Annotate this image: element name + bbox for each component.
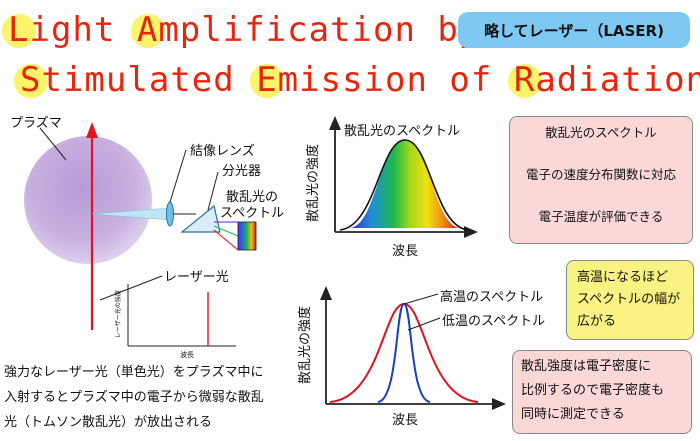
bottom-chart-ylabel: 散乱光の強度 (298, 305, 313, 384)
top-chart-xlabel: 波長 (392, 244, 419, 259)
flow-step-3: 電子温度が評価できる (538, 209, 664, 224)
laser-beam-arrowhead (86, 122, 98, 138)
laser-light-pointer (99, 275, 163, 301)
title-line-2: Stimulated Emission of Radiation (13, 60, 700, 100)
plasma-sphere (24, 136, 152, 264)
laser-light-label: レーザー光 (164, 270, 229, 285)
width-note-box: 高温になるほど スペクトルの幅が 広がる (566, 260, 694, 340)
low-curve-pointer (407, 317, 441, 331)
top-chart-title: 散乱光のスペクトル (344, 124, 461, 139)
description-line-2: 入射するとプラズマ中の電子から微弱な散乱 (4, 390, 264, 405)
laser-badge: 略してレーザー（LASER) (458, 12, 690, 48)
mini-chart-ylabel: レーザー光の強度 (115, 290, 122, 338)
lens-label: 結像レンズ (190, 144, 255, 159)
title-word-radiation: adiation (535, 60, 700, 100)
density-note-line-3: 同時に測定できる (521, 407, 625, 422)
top-chart-spectrum-fill (350, 140, 460, 228)
width-note-line-2: スペクトルの幅が (577, 292, 681, 307)
top-chart-ylabel: 散乱光の強度 (306, 143, 321, 222)
spectrometer-prism (180, 204, 221, 233)
imaging-lens (166, 201, 174, 227)
flow-step-1: 散乱光のスペクトル (545, 125, 657, 140)
high-curve-pointer (403, 293, 439, 305)
density-note-box: 散乱強度は電子密度に 比例するので電子密度も 同時に測定できる (512, 350, 692, 434)
density-note-line-2: 比例するので電子密度も (521, 383, 665, 398)
width-note-line-3: 広がる (577, 314, 617, 329)
spectrum-swatch (237, 221, 257, 251)
plasma-label: プラズマ (10, 116, 62, 131)
spectrometer-label: 分光器 (222, 164, 262, 179)
lens-pointer (169, 149, 187, 203)
title-initial-e: E (249, 60, 285, 100)
bottom-chart-y-arrowhead (320, 286, 332, 300)
title-word-stimulated: timulated (41, 60, 257, 100)
title-word-light: ight (29, 10, 137, 50)
bottom-chart-x-arrowhead (492, 398, 506, 410)
bottom-chart-xlabel: 波長 (392, 413, 419, 428)
high-temperature-label: 高温のスペクトル (440, 290, 544, 305)
spectrometer-pointer (207, 171, 219, 211)
top-chart-spectrum-curve (339, 139, 469, 231)
flow-box: 散乱光のスペクトル 電子の速度分布関数に対応 電子温度が評価できる (509, 116, 693, 244)
description-line-1: 強力なレーザー光（単色光）をプラズマ中に (4, 365, 264, 380)
top-chart-x-arrowhead (464, 226, 478, 238)
dispersion-red (213, 229, 239, 251)
description-line-3: 光（トムソン散乱光）が放出される (4, 415, 213, 430)
plasma-pointer (39, 127, 67, 161)
width-note-line-1: 高温になるほど (577, 270, 669, 285)
title-word-amplification: mplification by (158, 10, 481, 50)
flow-step-2: 電子の速度分布関数に対応 (525, 167, 676, 182)
top-chart-y-arrowhead (329, 116, 341, 130)
mini-chart-xlabel: 波長 (180, 351, 194, 359)
dispersion-green (213, 225, 239, 237)
description: 強力なレーザー光（単色光）をプラズマ中に 入射するとプラズマ中の電子から微弱な散… (4, 360, 294, 435)
spectrum-label-line1: 散乱光の (226, 190, 279, 205)
title-word-emission: mission of (277, 60, 514, 100)
title-line-1: Light Amplification by (1, 10, 481, 50)
spectrum-label-line2: スペクトル (220, 206, 285, 221)
low-temperature-curve (377, 302, 431, 403)
low-temperature-label: 低温のスペクトル (442, 314, 546, 329)
density-note-line-1: 散乱強度は電子密度に (521, 359, 652, 374)
